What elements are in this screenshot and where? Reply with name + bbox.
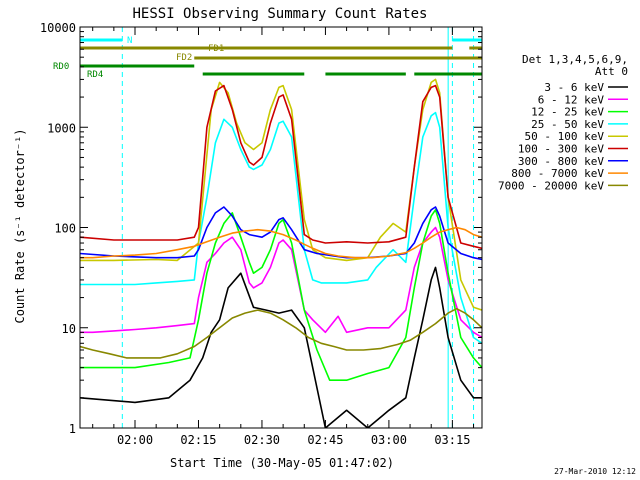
series-line-8: [80, 307, 482, 359]
series-line-0: [80, 266, 482, 428]
legend-label: 25 - 50 keV: [531, 118, 604, 131]
y-tick-label: 1000: [47, 121, 76, 135]
x-tick-label: 02:30: [244, 433, 280, 447]
legend-label: 6 - 12 keV: [538, 93, 605, 106]
series-line-6: [80, 206, 482, 261]
series-line-4: [80, 78, 482, 311]
legend-label: 12 - 25 keV: [531, 106, 604, 119]
legend-label: 300 - 800 keV: [518, 155, 604, 168]
status-label-n: N: [127, 36, 132, 46]
y-tick-label: 10000: [40, 21, 76, 35]
series-line-3: [80, 111, 482, 344]
series-line-2: [80, 209, 482, 382]
x-axis-label: Start Time (30-May-05 01:47:02): [170, 456, 394, 470]
status-label-rd4: RD4: [87, 70, 103, 80]
series-line-7: [80, 226, 482, 259]
x-tick-label: 02:45: [307, 433, 343, 447]
series-line-1: [80, 226, 482, 339]
timestamp-label: 27-Mar-2010 12:12: [554, 467, 636, 476]
x-tick-label: 02:00: [117, 433, 153, 447]
x-tick-label: 03:15: [434, 433, 470, 447]
legend-label: 100 - 300 keV: [518, 143, 604, 156]
y-tick-label: 100: [54, 222, 76, 236]
legend-header: Att 0: [595, 65, 628, 78]
y-tick-label: 1: [69, 422, 76, 436]
y-tick-label: 10: [62, 322, 76, 336]
x-tick-label: 02:15: [180, 433, 216, 447]
x-tick-label: 03:00: [371, 433, 407, 447]
series-line-5: [80, 84, 482, 250]
status-label-fd2: FD2: [176, 53, 192, 63]
legend-label: 800 - 7000 keV: [511, 167, 604, 180]
legend-label: 50 - 100 keV: [525, 130, 605, 143]
legend-label: 3 - 6 keV: [544, 81, 604, 94]
y-axis-label: Count Rate (s⁻¹ detector⁻¹): [13, 128, 27, 323]
chart-title: HESSI Observing Summary Count Rates: [132, 6, 427, 22]
legend-header: Det 1,3,4,5,6,9,: [522, 53, 628, 66]
status-label-rd0: RD0: [53, 62, 69, 72]
status-label-fd1: FD1: [208, 44, 224, 54]
legend-label: 7000 - 20000 keV: [498, 179, 604, 192]
